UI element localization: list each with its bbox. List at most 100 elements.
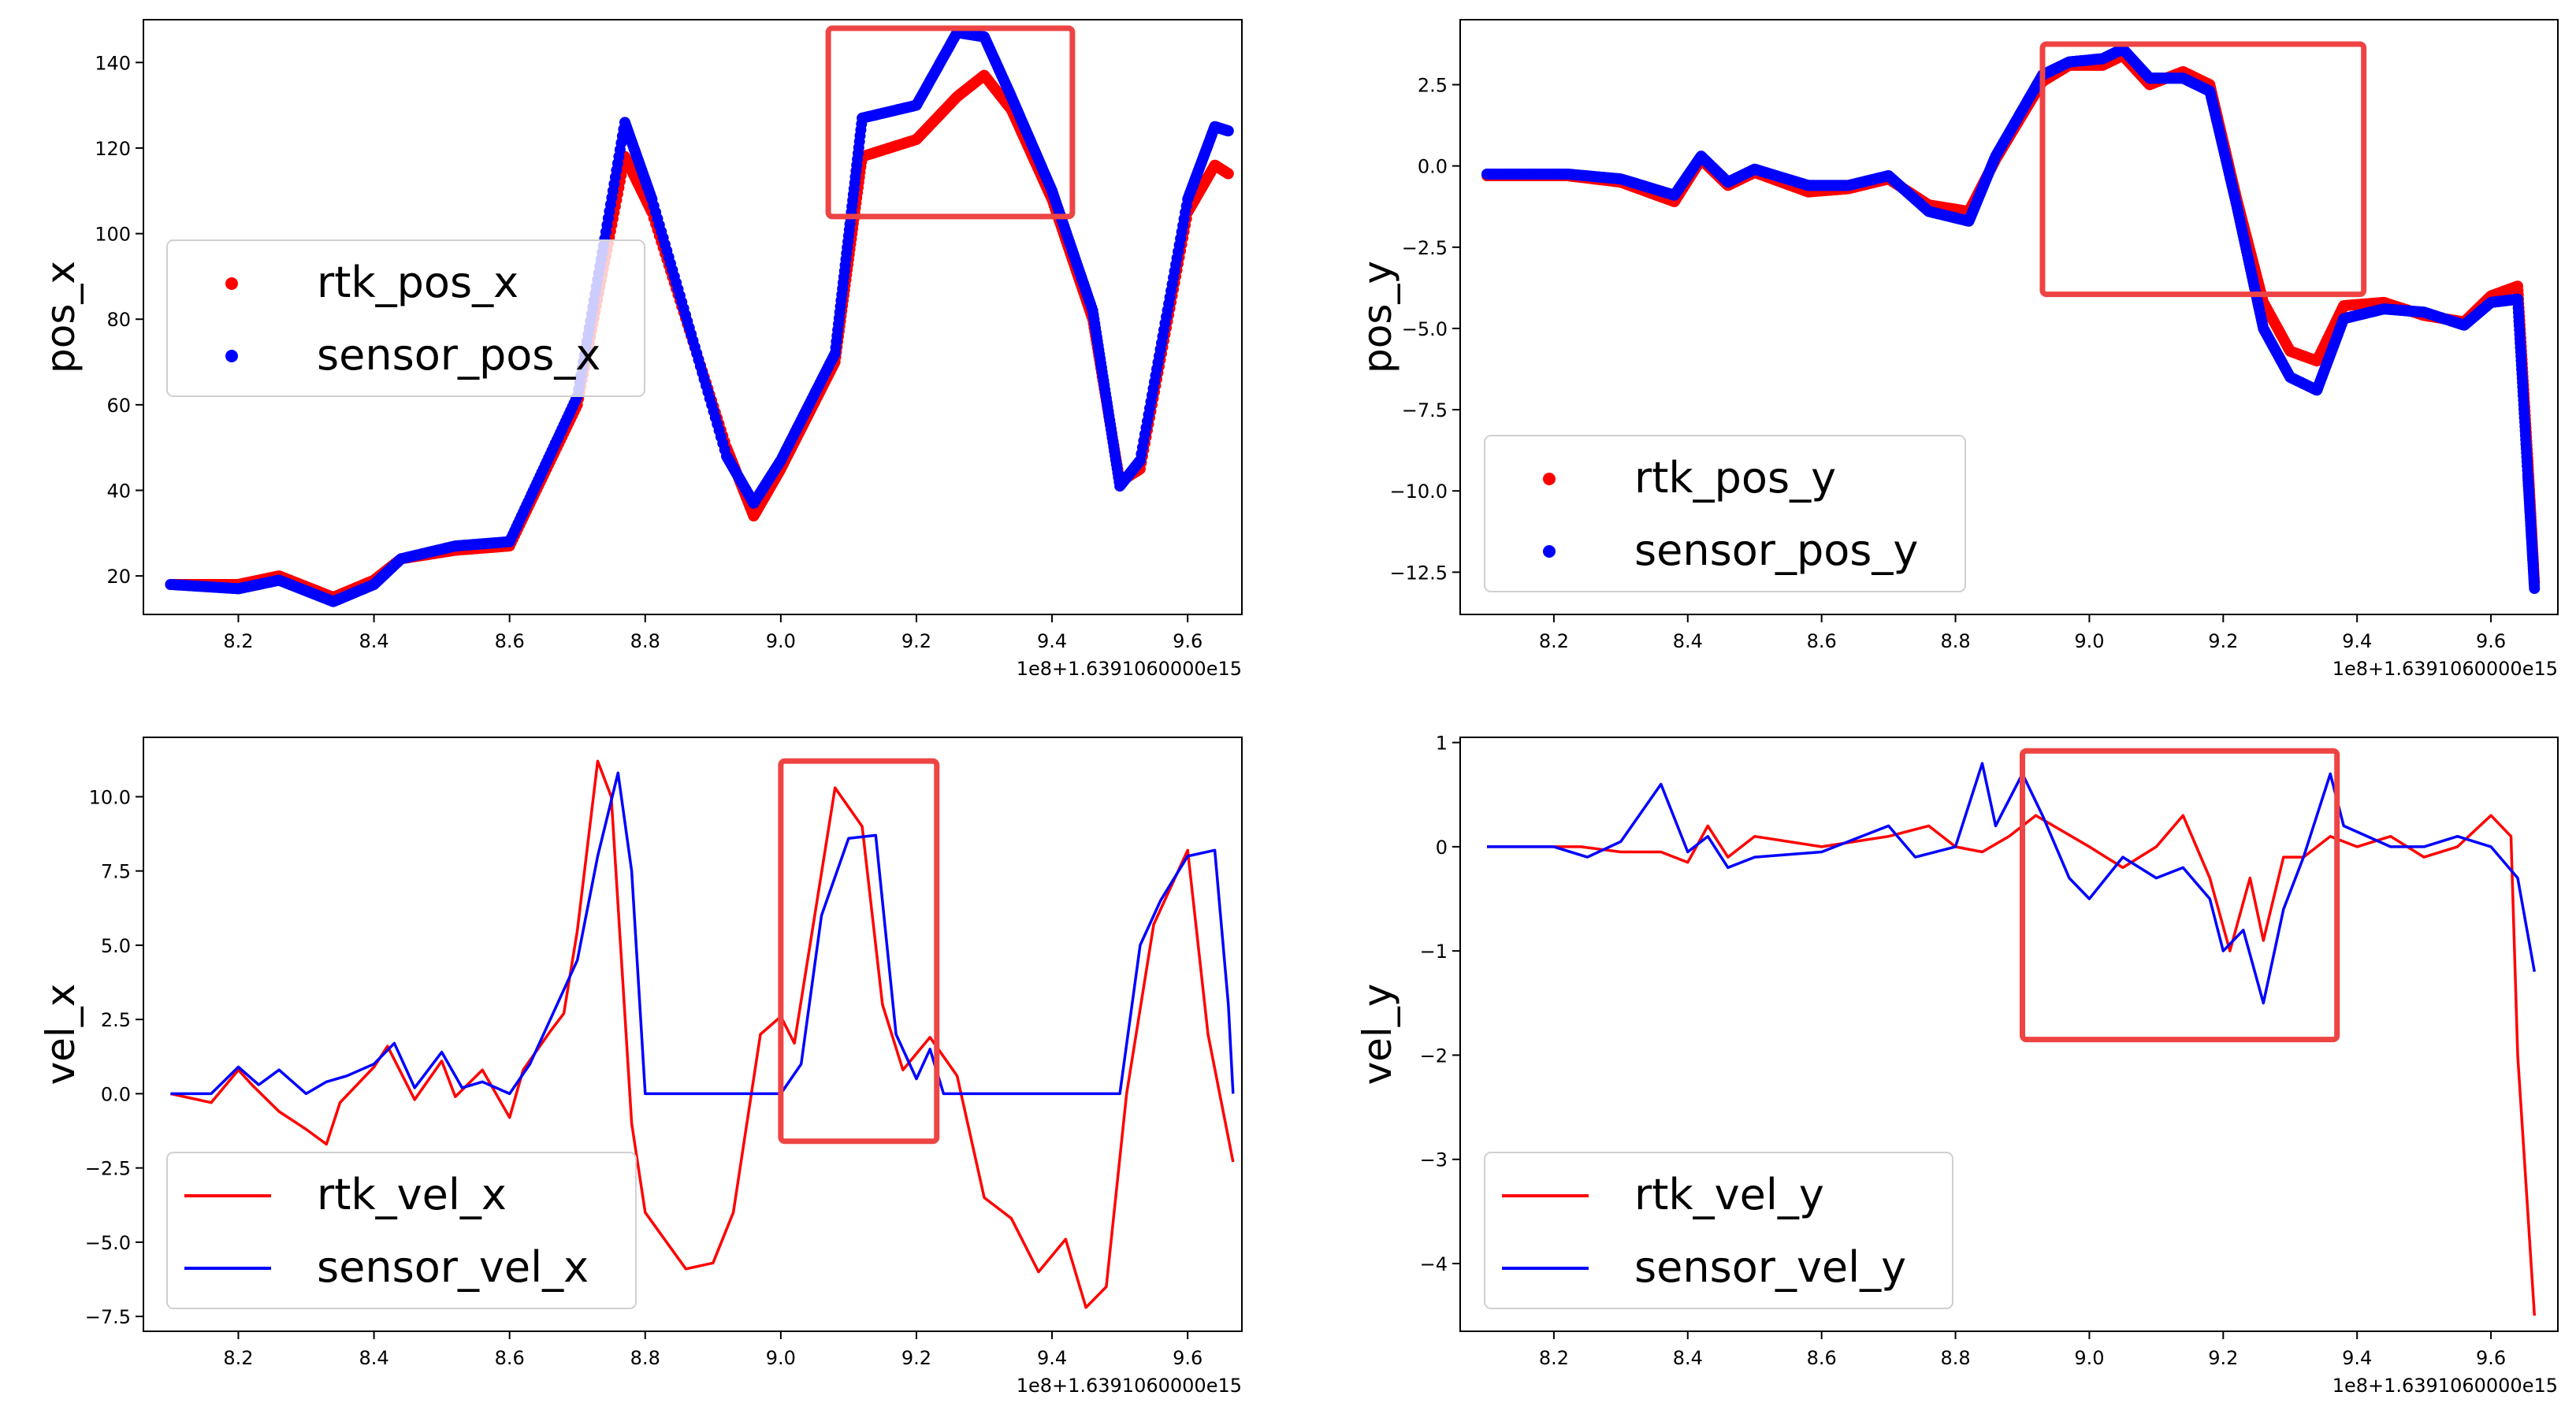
- y-tick-label: 0: [1436, 837, 1448, 859]
- chart-vel-y: 8.2 8.4 8.6 8.8 9.0 9.2 9.4 9.610−1−2−3−41e8+1.…: [1355, 733, 2559, 1397]
- x-tick-label: 8.4: [359, 1347, 388, 1369]
- x-tick-label: 9.0: [766, 1347, 796, 1369]
- plot-area-vel-y: [1487, 762, 2537, 1316]
- x-offset-label: 1e8+1.6391060000e15: [2333, 658, 2558, 680]
- y-tick-label: −5.0: [85, 1232, 131, 1254]
- x-tick-label: 9.0: [2074, 630, 2104, 652]
- legend-frame: [166, 1152, 637, 1309]
- legend-frame: [1484, 1152, 1953, 1309]
- y-axis-label: pos_x: [38, 261, 84, 373]
- x-tick-label: 8.6: [495, 630, 525, 652]
- y-tick-label: 120: [95, 138, 131, 160]
- y-tick-label: −10.0: [1389, 481, 1448, 503]
- y-tick-label: 10.0: [89, 786, 131, 808]
- legend-label: rtk_pos_y: [1634, 453, 1836, 503]
- y-tick-label: −2: [1420, 1045, 1448, 1067]
- highlight-box: [778, 758, 940, 1145]
- x-tick-label: 8.8: [630, 630, 660, 652]
- x-tick-label: 9.2: [901, 1347, 931, 1369]
- axes-frame: [143, 737, 1243, 1332]
- x-tick-label: 8.6: [1807, 630, 1837, 652]
- x-tick-label: 8.2: [223, 630, 253, 652]
- legend-label: sensor_vel_y: [1634, 1242, 1906, 1292]
- data-point: [2529, 583, 2541, 594]
- y-axis-label: vel_y: [1355, 984, 1400, 1086]
- legend-pos-y: rtk_pos_y sensor_pos_y: [1484, 435, 1966, 592]
- legend-marker: [225, 277, 238, 290]
- highlight-box: [825, 25, 1076, 220]
- y-tick-label: −3: [1420, 1149, 1448, 1171]
- x-tick-label: 8.8: [630, 1347, 660, 1369]
- y-tick-label: 2.5: [1418, 75, 1448, 97]
- y-tick-label: 80: [106, 309, 131, 331]
- x-tick-label: 9.4: [1037, 1347, 1067, 1369]
- x-tick-label: 8.4: [1673, 1347, 1703, 1369]
- plot-area-vel-x: [170, 759, 1235, 1309]
- series-sensor-vel-x-line: [170, 771, 1235, 1096]
- x-offset-label: 1e8+1.6391060000e15: [1017, 658, 1242, 680]
- y-tick-label: 140: [95, 52, 131, 74]
- legend-marker: [1543, 473, 1556, 485]
- x-tick-label: 8.2: [223, 1347, 253, 1369]
- y-tick-label: −4: [1420, 1253, 1448, 1275]
- x-offset-label: 1e8+1.6391060000e15: [2333, 1375, 2558, 1397]
- x-tick-label: 9.6: [2476, 1347, 2506, 1369]
- y-tick-label: 60: [106, 395, 131, 417]
- y-axis-label: pos_y: [1355, 261, 1400, 373]
- legend-marker: [225, 350, 238, 362]
- y-tick-label: −2.5: [1402, 237, 1448, 259]
- y-tick-label: −1: [1420, 941, 1448, 963]
- x-tick-label: 9.2: [901, 630, 931, 652]
- y-tick-label: 2.5: [101, 1009, 131, 1031]
- x-tick-label: 9.4: [2342, 630, 2372, 652]
- highlight-box: [2019, 748, 2340, 1043]
- x-tick-label: 9.4: [1037, 630, 1067, 652]
- highlight-box: [2039, 41, 2367, 298]
- x-tick-label: 8.2: [1539, 1347, 1569, 1369]
- y-tick-label: 40: [106, 480, 131, 502]
- x-tick-label: 8.6: [1807, 1347, 1837, 1369]
- y-tick-label: −7.5: [85, 1306, 131, 1328]
- legend-label: rtk_vel_x: [317, 1170, 507, 1219]
- x-tick-label: 9.4: [2342, 1347, 2372, 1369]
- y-tick-label: 5.0: [101, 935, 131, 957]
- legend-marker: [1543, 545, 1556, 558]
- legend-frame: [166, 239, 645, 397]
- x-tick-label: 9.2: [2208, 630, 2238, 652]
- chart-pos-y: 8.2 8.4 8.6 8.8 9.0 9.2 9.4 9.62.50.0−2.5−5.0−7…: [1355, 19, 2559, 680]
- legend-pos-x: rtk_pos_x sensor_pos_x: [166, 239, 645, 397]
- legend-label: rtk_pos_x: [317, 258, 519, 307]
- y-tick-label: 20: [106, 566, 131, 588]
- x-offset-label: 1e8+1.6391060000e15: [1017, 1375, 1242, 1397]
- y-tick-label: 100: [95, 224, 131, 246]
- series-sensor-vel-y-line: [1487, 762, 2537, 1005]
- series-sensor-pos-x: [165, 27, 1234, 607]
- y-tick-label: 7.5: [101, 861, 131, 883]
- x-tick-label: 9.6: [1173, 630, 1203, 652]
- legend-frame: [1484, 435, 1966, 592]
- chart-vel-x: 8.2 8.4 8.6 8.8 9.0 9.2 9.4 9.610.07.55.02.50.0…: [38, 737, 1243, 1397]
- x-tick-label: 8.4: [359, 630, 388, 652]
- x-tick-label: 8.2: [1539, 630, 1569, 652]
- x-tick-label: 8.4: [1673, 630, 1703, 652]
- chart-pos-x: 8.2 8.4 8.6 8.8 9.0 9.2 9.4 9.62040608010012014…: [38, 19, 1243, 680]
- axes-frame: [1459, 19, 2559, 615]
- y-tick-label: 1: [1436, 733, 1448, 755]
- y-tick-label: −7.5: [1402, 399, 1448, 421]
- y-tick-label: 0.0: [101, 1083, 131, 1105]
- axes-frame: [143, 19, 1243, 615]
- x-tick-label: 8.8: [1940, 630, 1970, 652]
- data-point: [1222, 125, 1234, 137]
- legend-label: sensor_pos_y: [1634, 525, 1918, 575]
- y-tick-label: −5.0: [1402, 318, 1448, 340]
- x-tick-label: 8.8: [1940, 1347, 1970, 1369]
- legend-label: sensor_pos_x: [317, 330, 600, 380]
- x-tick-label: 9.2: [2208, 1347, 2238, 1369]
- axes-frame: [1459, 737, 2559, 1332]
- y-tick-label: 0.0: [1418, 156, 1448, 178]
- y-tick-label: −12.5: [1389, 562, 1448, 584]
- plot-area-pos-x: [165, 27, 1234, 607]
